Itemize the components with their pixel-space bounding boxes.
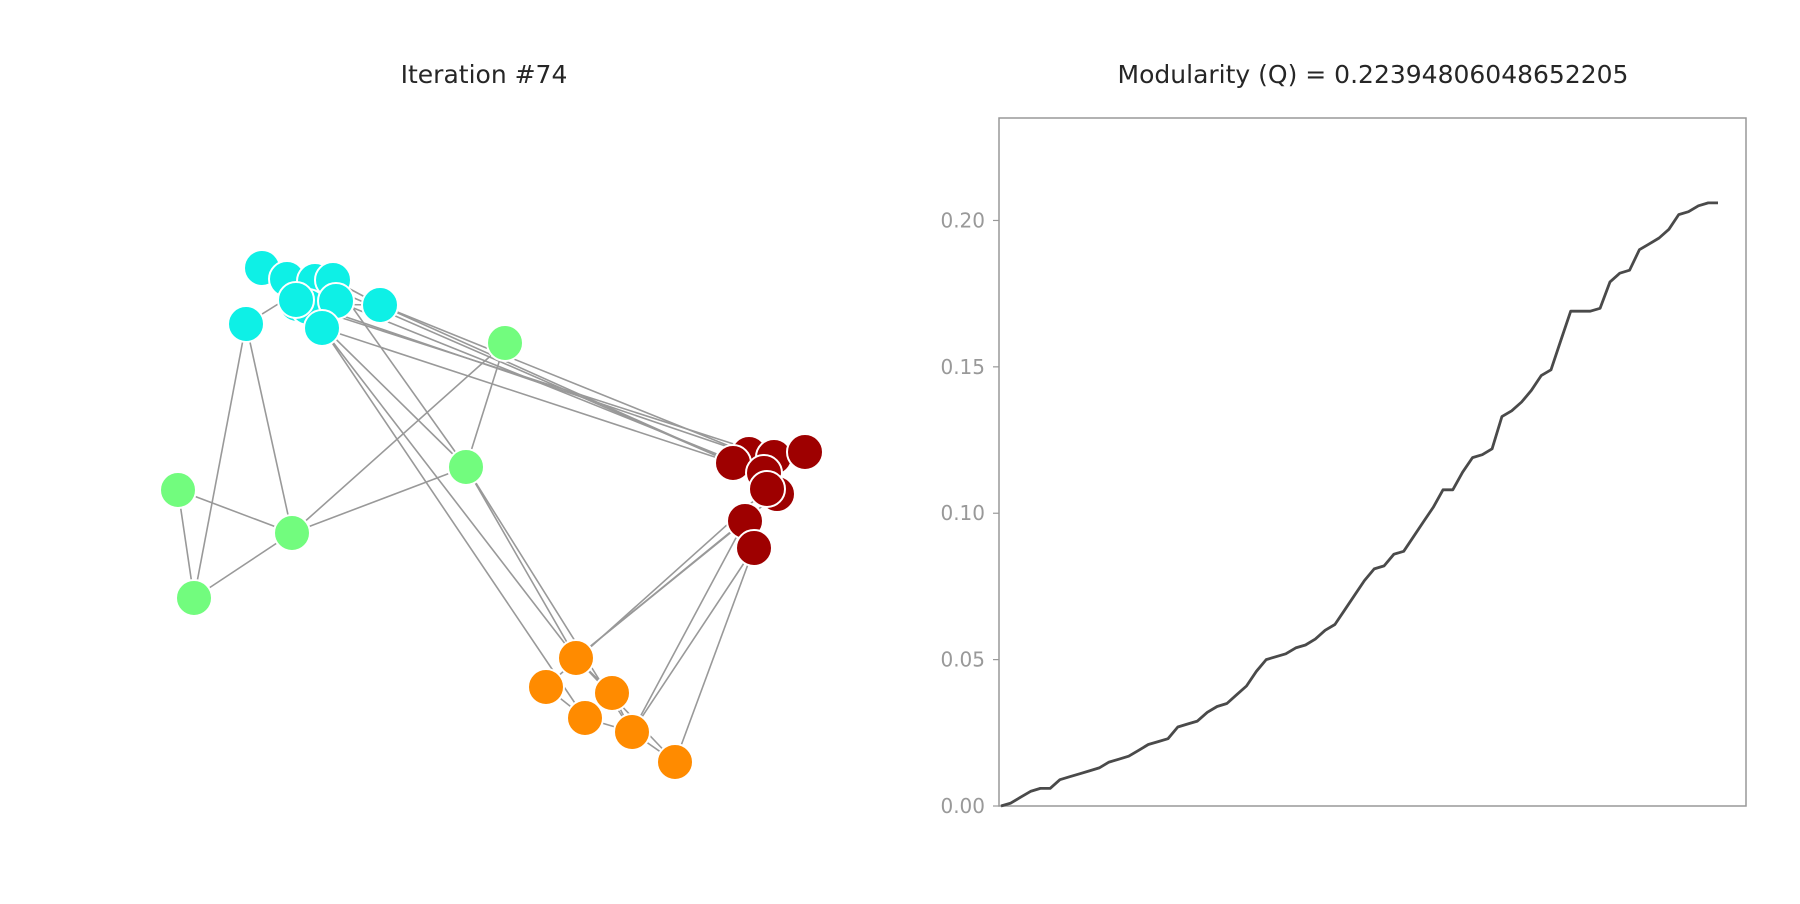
network-edge [193,323,247,599]
network-nodes [159,249,824,781]
network-node-green [447,448,485,486]
network-node-darkred [748,470,786,508]
network-node-orange [557,639,595,677]
network-edge [674,547,755,763]
network-node-green [175,579,213,617]
plot-area [998,117,1747,807]
modularity-series-line [1000,201,1718,808]
network-edge [332,279,467,468]
network-edge [193,532,293,599]
y-tick-label: 0.10 [940,501,985,525]
network-node-green [273,514,311,552]
network-title: Iteration #74 [401,60,568,89]
network-edge [291,466,467,534]
network-node-green [486,324,524,362]
network-edge [631,520,746,733]
network-edge [295,299,750,455]
network-edge [177,489,293,534]
network-node-cyan [361,286,399,324]
network-edge [631,547,755,733]
network-edge [307,306,586,719]
network-edge [307,306,775,458]
network-edge [465,342,506,468]
network-node-darkred [786,433,824,471]
network-node-cyan [227,305,265,343]
y-tick-label: 0.05 [940,648,985,672]
network-node-orange [566,699,604,737]
network-edge [335,300,765,474]
network-edge [291,342,506,534]
network-edge [575,657,676,763]
y-tick-label: 0.15 [940,355,985,379]
chart-title: Modularity (Q) = 0.22394806048652205 [1118,60,1629,89]
network-node-cyan [277,281,315,319]
network-node-orange [593,674,631,712]
y-tick-label: 0.20 [940,208,985,232]
network-edge [245,323,293,534]
network-edge [321,327,577,659]
modularity-chart: Modularity (Q) = 0.22394806048652205 0.0… [940,60,1747,818]
network-edges [177,267,778,763]
network-panel: Iteration #74 [159,60,824,781]
y-axis-ticks: 0.00 0.05 0.10 0.15 0.20 [940,208,999,818]
network-node-darkred [735,529,773,567]
network-edge [321,327,734,464]
y-tick-label: 0.00 [940,794,985,818]
network-node-orange [613,713,651,751]
network-node-cyan [303,309,341,347]
network-node-orange [656,743,694,781]
network-edge [465,466,577,659]
network-node-green [159,471,197,509]
network-node-orange [527,668,565,706]
